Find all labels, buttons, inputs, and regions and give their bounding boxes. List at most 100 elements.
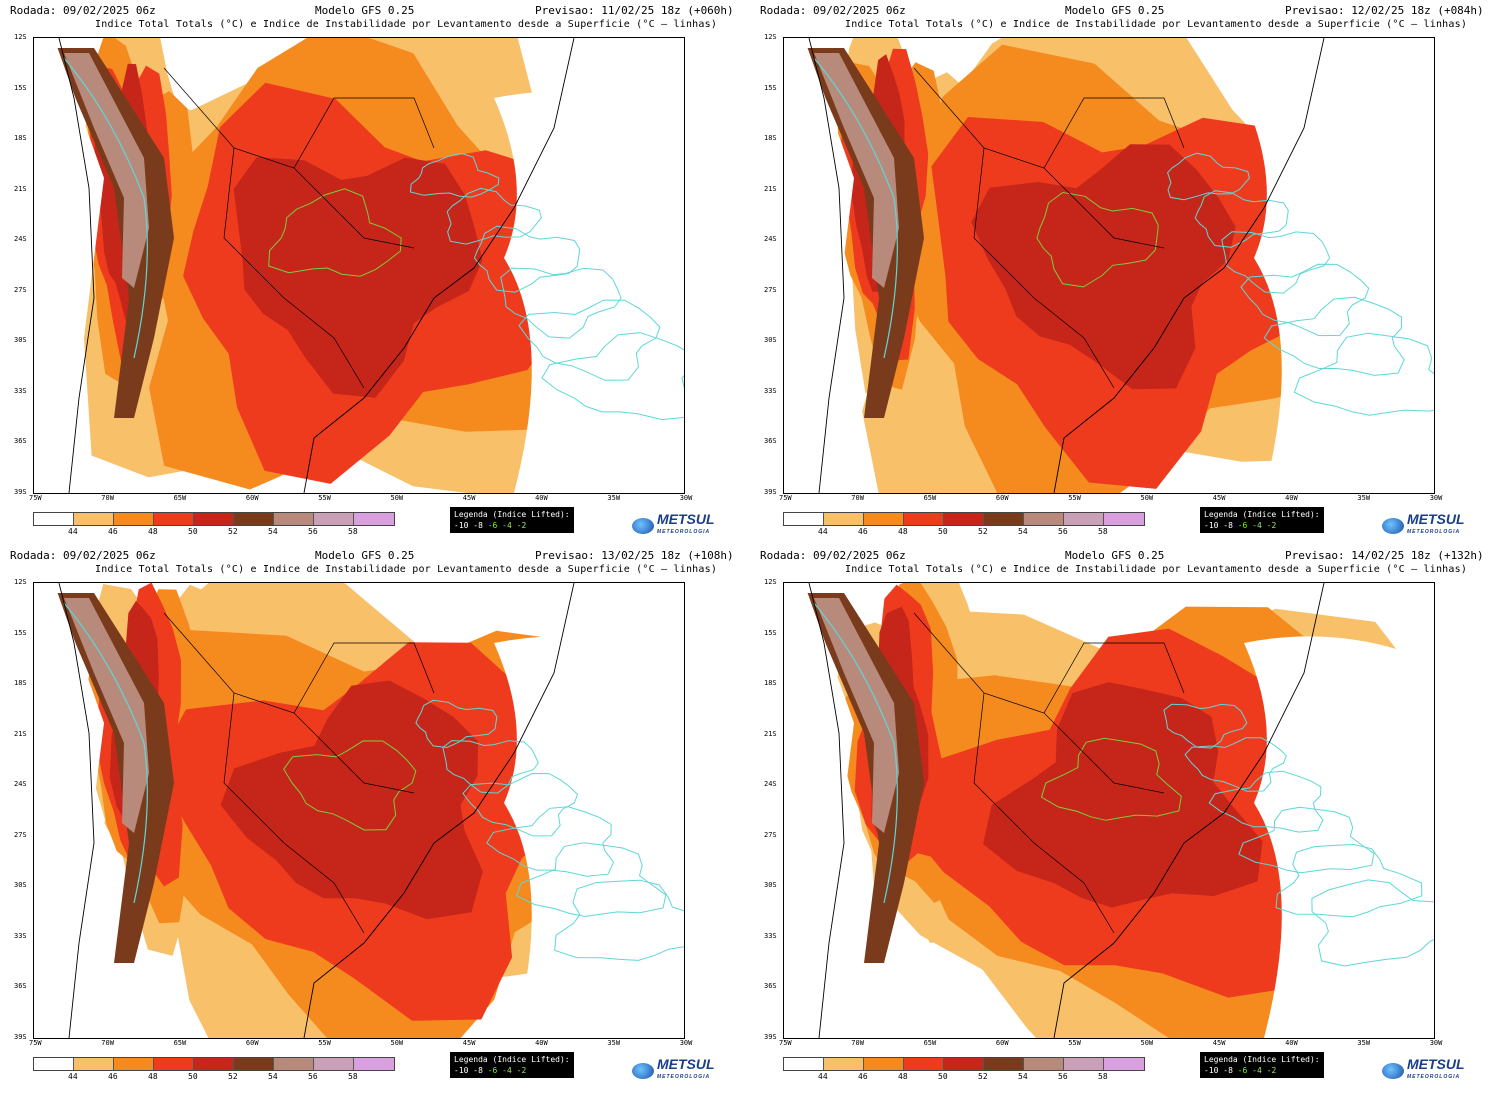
legend-value: -10	[454, 521, 474, 530]
run-label: Rodada: 09/02/2025 06z	[10, 4, 156, 17]
panel-subtitle: Indice Total Totals (°C) e Indice de Ins…	[845, 564, 1468, 575]
lifted-index-line	[554, 879, 684, 961]
lon-tick-label: 45W	[1212, 494, 1226, 502]
colorbar-label: 50	[938, 1072, 948, 1081]
map-area	[33, 37, 685, 494]
lifted-index-green-line	[268, 188, 402, 277]
colorbar-swatch	[194, 513, 234, 525]
colorbar-swatch	[864, 1058, 904, 1070]
lifted-index-line	[516, 842, 667, 918]
colorbar-swatch	[864, 513, 904, 525]
lifted-index-line	[473, 225, 581, 293]
lat-tick-label: 39S	[764, 1032, 777, 1041]
lon-tick-label: 40W	[1285, 494, 1298, 502]
colorbar-label: 52	[978, 527, 988, 536]
country-borders	[163, 612, 435, 934]
colorbar-swatch	[314, 513, 354, 525]
colorbar-swatch	[154, 1058, 194, 1070]
atlantic-coastline	[1053, 583, 1325, 1038]
map-area	[783, 582, 1435, 1039]
colorbar-label: 50	[188, 1072, 198, 1081]
map-area	[783, 37, 1435, 494]
lat-tick-label: 39S	[14, 487, 27, 496]
lon-tick-label: 70W	[851, 1039, 864, 1047]
colorbar-label: 58	[348, 527, 358, 536]
logo-text: METSUL METEOROLOGIA	[1407, 1057, 1465, 1084]
colorbar-swatch	[1064, 1058, 1104, 1070]
lon-tick-label: 35W	[607, 494, 621, 502]
legend-value: -2	[1266, 521, 1277, 530]
model-label: Modelo GFS 0.25	[315, 549, 415, 562]
colorbar-swatch	[74, 1058, 114, 1070]
colorbar-label: 56	[308, 1072, 318, 1081]
andes-peak-tt-band	[64, 598, 149, 833]
lon-tick-label: 40W	[535, 494, 548, 502]
lon-tick-label: 30W	[679, 1039, 693, 1047]
colorbar-label: 54	[1018, 1072, 1028, 1081]
lifted-index-line	[63, 602, 148, 904]
legend-value: -4	[502, 1066, 517, 1075]
lat-tick-label: 30S	[764, 336, 777, 344]
andes-peak-tt-band	[64, 53, 149, 288]
lifted-index-green-line	[1040, 737, 1182, 821]
legend-value: -4	[502, 521, 517, 530]
lat-tick-label: 30S	[764, 881, 777, 889]
globe-icon	[632, 518, 654, 534]
lifted-index-line	[1238, 806, 1375, 874]
lifted-index-green-line	[283, 740, 417, 831]
lat-tick-label: 18S	[14, 679, 27, 687]
lifted-index-legend: Legenda (Indice Lifted): -10 -8 -6 -4 -2	[450, 1052, 574, 1078]
legend-value: -10	[454, 1066, 474, 1075]
lon-tick-label: 50W	[1140, 1039, 1154, 1047]
forecast-label: Previsao: 11/02/25 18z (+060h)	[535, 4, 734, 17]
lat-tick-label: 24S	[14, 235, 27, 243]
lon-tick-label: 60W	[245, 1039, 259, 1047]
andes-high-tt-band	[54, 48, 174, 418]
lat-tick-label: 27S	[14, 830, 27, 839]
colorbar-label: 44	[818, 527, 828, 536]
lon-tick-label: 65W	[923, 494, 937, 502]
colorbar-swatch	[194, 1058, 234, 1070]
lifted-index-legend: Legenda (Indice Lifted): -10 -8 -6 -4 -2	[450, 507, 574, 533]
lon-tick-label: 60W	[995, 494, 1009, 502]
panel-subtitle: Indice Total Totals (°C) e Indice de Ins…	[95, 564, 718, 575]
colorbar-swatch	[74, 513, 114, 525]
lon-tick-label: 50W	[390, 1039, 404, 1047]
legend-value: -6	[1237, 1066, 1253, 1075]
colorbar-label: 58	[1098, 1072, 1108, 1081]
legend-value: -2	[516, 1066, 527, 1075]
colorbar-swatch	[784, 513, 824, 525]
pacific-coastline	[58, 38, 95, 493]
map-svg	[34, 38, 684, 493]
lat-tick-label: 12S	[14, 33, 27, 41]
model-label: Modelo GFS 0.25	[1065, 4, 1165, 17]
lon-tick-label: 55W	[1068, 494, 1081, 502]
metsul-logo: METSUL METEOROLOGIA	[1382, 512, 1465, 539]
legend-value: -2	[516, 521, 527, 530]
pacific-dry-area	[784, 583, 854, 1038]
colorbar-label: 46	[108, 527, 118, 536]
lat-tick-label: 30S	[14, 336, 27, 344]
colorbar-swatch	[274, 1058, 314, 1070]
colorbar-swatch	[984, 513, 1024, 525]
colorbar-swatch	[34, 513, 74, 525]
forecast-label: Previsao: 14/02/25 18z (+132h)	[1285, 549, 1484, 562]
lifted-index-line	[442, 740, 539, 794]
colorbar-swatch	[34, 1058, 74, 1070]
colorbar-swatch	[274, 513, 314, 525]
lat-tick-label: 36S	[764, 437, 777, 445]
colorbar-label: 48	[148, 527, 158, 536]
lifted-index-line	[486, 806, 615, 877]
lon-tick-label: 50W	[1140, 494, 1154, 502]
globe-icon	[632, 1063, 654, 1079]
lifted-index-line	[813, 57, 898, 359]
atlantic-coastline	[303, 583, 575, 1038]
colorbar-label: 56	[308, 527, 318, 536]
logo-tagline: METEOROLOGIA	[1407, 529, 1461, 535]
lon-tick-label: 75W	[29, 494, 42, 502]
lat-tick-label: 24S	[14, 780, 27, 788]
lon-tick-label: 65W	[923, 1039, 937, 1047]
legend-values: -10 -8 -6 -4 -2	[454, 1065, 570, 1076]
colorbar-swatch	[154, 513, 194, 525]
lon-tick-label: 30W	[1429, 494, 1443, 502]
